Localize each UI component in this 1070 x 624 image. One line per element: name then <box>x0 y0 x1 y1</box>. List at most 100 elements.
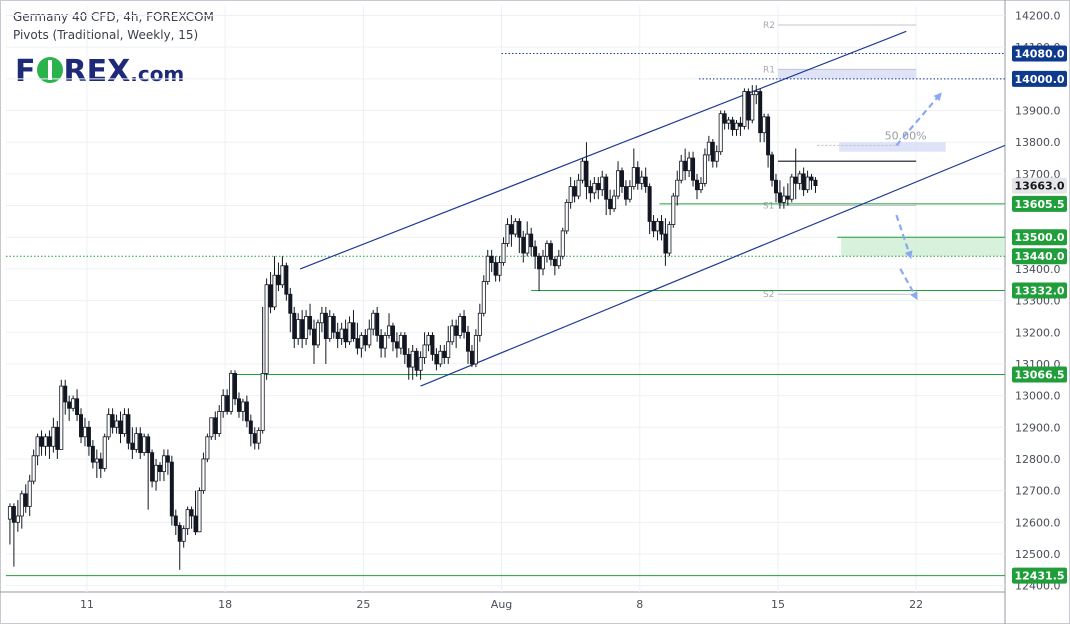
candle-body <box>635 167 640 184</box>
x-tick-label: 15 <box>771 598 785 611</box>
candle-body <box>280 265 285 286</box>
candle-body <box>296 319 301 339</box>
candle-body <box>529 233 534 248</box>
candle-body <box>548 243 553 260</box>
chart-title: Germany 40 CFD, 4h, FOREXCOM <box>13 10 214 24</box>
candle-body <box>284 265 289 295</box>
candle-body <box>477 312 482 336</box>
price-label: 12431.5 <box>1014 570 1064 583</box>
candle-body <box>406 354 411 368</box>
candle-body <box>446 341 451 359</box>
candle-body <box>805 176 810 191</box>
price-label: 13605.5 <box>1014 198 1064 211</box>
candle-body <box>142 436 147 454</box>
candle-body <box>671 195 676 225</box>
candle-body <box>489 255 494 263</box>
price-label: 13440.0 <box>1014 250 1064 263</box>
candle-body <box>102 436 107 469</box>
candle-body <box>31 455 36 482</box>
candle-body <box>442 350 447 358</box>
candle-body <box>205 436 210 460</box>
pivot-label: S1 <box>763 202 774 212</box>
candle-body <box>576 179 581 197</box>
candle-body <box>473 335 478 365</box>
y-tick-label: 13900.0 <box>1015 105 1061 118</box>
y-tick-label: 12700.0 <box>1015 485 1061 498</box>
candle-body <box>394 341 399 349</box>
candle-body <box>351 322 356 339</box>
candle-body <box>169 461 174 517</box>
candle-body <box>702 154 707 184</box>
price-label: 13066.5 <box>1014 369 1064 382</box>
projection-arrow <box>899 268 918 301</box>
candle-body <box>308 316 313 330</box>
candle-body <box>777 192 782 203</box>
candle-body <box>730 119 735 130</box>
candle-body <box>375 312 380 336</box>
candle-body <box>165 455 170 463</box>
candle-body <box>580 160 585 181</box>
price-label: 13332.0 <box>1014 284 1064 297</box>
candle-body <box>410 350 415 368</box>
candle-body <box>533 246 538 257</box>
candle-body <box>315 322 320 346</box>
candle-body <box>63 385 68 403</box>
candle-body <box>311 328 316 346</box>
candle-body <box>7 506 12 520</box>
candle-body <box>438 350 443 365</box>
candle-body <box>584 160 589 187</box>
candle-body <box>643 176 648 187</box>
candle-body <box>146 436 151 454</box>
candle-body <box>718 113 723 153</box>
candle-body <box>335 331 340 339</box>
candle-body <box>82 426 87 438</box>
candle-body <box>240 401 245 412</box>
x-tick-label: 11 <box>80 598 94 611</box>
candle-body <box>462 316 467 333</box>
candle-body <box>347 322 352 343</box>
candle-body <box>154 464 159 482</box>
candle-body <box>564 201 569 232</box>
candle-body <box>300 319 305 339</box>
price-label-box <box>1012 70 1067 87</box>
logo-suffix: .com <box>130 62 185 86</box>
candle-body <box>27 480 32 507</box>
y-tick-label: 12500.0 <box>1015 548 1061 561</box>
y-tick-label: 14200.0 <box>1015 10 1061 23</box>
candle-body <box>505 224 510 244</box>
candle-body <box>276 274 281 286</box>
candle-body <box>185 509 190 530</box>
candle-body <box>758 91 763 134</box>
candle-body <box>138 433 143 454</box>
candle-body <box>714 151 719 162</box>
candle-body <box>418 357 423 371</box>
x-tick-label: 25 <box>356 598 370 611</box>
y-tick-label: 12600.0 <box>1015 516 1061 529</box>
candle-body <box>695 179 700 191</box>
candle-body <box>750 94 755 121</box>
candle-body <box>568 186 573 203</box>
candle-body <box>497 262 502 276</box>
candle-body <box>616 170 621 197</box>
candle-body <box>23 493 28 507</box>
candle-body <box>552 259 557 267</box>
price-label: 14080.0 <box>1014 48 1064 61</box>
candle-body <box>323 312 328 339</box>
candle-body <box>742 91 747 127</box>
candle-body <box>110 414 115 428</box>
y-tick-label: 13200.0 <box>1015 326 1061 339</box>
logo-right: REX <box>63 54 131 89</box>
candle-body <box>501 243 506 263</box>
candle-body <box>521 236 526 254</box>
candle-body <box>75 398 80 416</box>
x-tick-label: 22 <box>909 598 923 611</box>
candle-body <box>793 176 798 184</box>
candle-body <box>572 186 577 197</box>
price-zone <box>839 142 946 152</box>
projection-arrow <box>895 92 942 147</box>
candle-body <box>221 395 226 412</box>
candle-body <box>398 335 403 349</box>
price-label-box <box>1012 248 1067 265</box>
candle-body <box>517 220 522 238</box>
